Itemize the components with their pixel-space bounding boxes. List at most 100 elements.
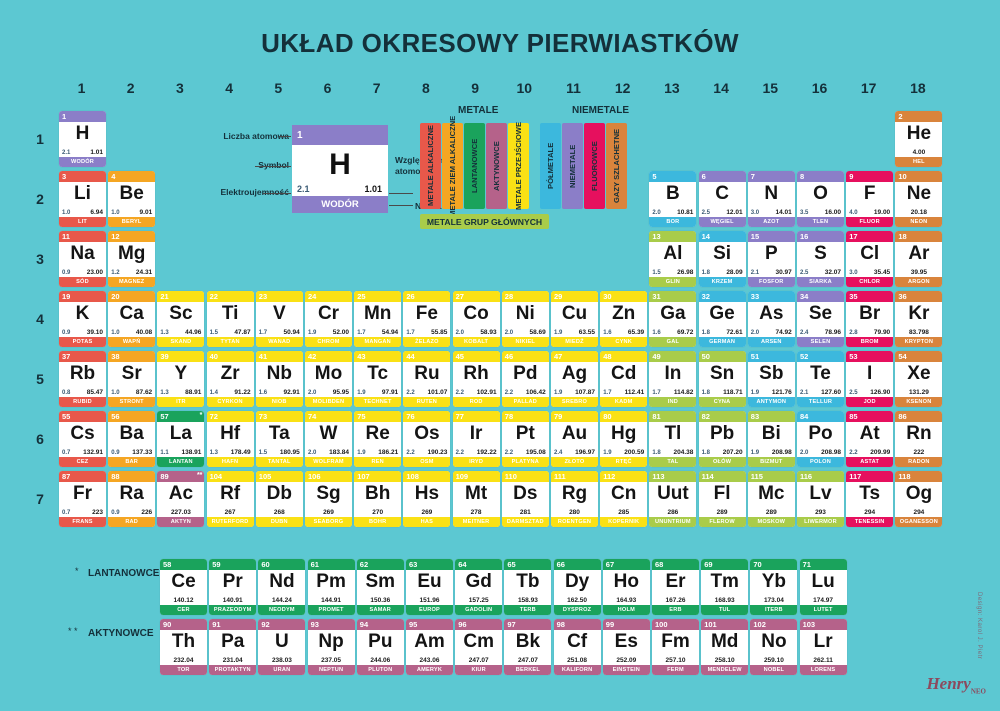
element-cell-fr[interactable]: 87 Fr 0.7 223 FRANS [59, 471, 106, 527]
element-cell-cl[interactable]: 17 Cl 3.0 35.45 CHLOR [846, 231, 894, 287]
element-cell-pt[interactable]: 78 Pt 2.2 195.08 PLATYNA [501, 411, 549, 467]
element-cell-ra[interactable]: 88 Ra 0.9 226 RAD [108, 471, 156, 527]
element-cell-at[interactable]: 85 At 2.2 209.99 ASTAT [846, 411, 894, 467]
element-cell-ds[interactable]: 110 Ds 281 DARMSZTAD [501, 471, 549, 527]
element-cell-cd[interactable]: 48 Cd 1.7 112.41 KADM [600, 351, 648, 407]
element-cell-sm[interactable]: 62 Sm 150.36 SAMAR [356, 559, 404, 615]
element-cell-zr[interactable]: 40 Zr 1.4 91.22 CYRKON [206, 351, 254, 407]
element-cell-no[interactable]: 102 No 259.10 NOBEL [750, 619, 798, 675]
element-cell-rn[interactable]: 86 Rn 222 RADON [895, 411, 943, 467]
element-cell-os[interactable]: 76 Os 2.2 190.23 OSM [403, 411, 451, 467]
element-cell-si[interactable]: 14 Si 1.8 28.09 KRZEM [698, 231, 746, 287]
element-cell-in[interactable]: 49 In 1.7 114.82 IND [649, 351, 697, 407]
element-cell-fe[interactable]: 26 Fe 1.7 55.85 ŻELAZO [403, 291, 451, 347]
element-cell-h[interactable]: 1 H 2.1 1.01 WODÓR [59, 111, 106, 167]
element-cell-re[interactable]: 75 Re 1.9 186.21 REN [354, 411, 402, 467]
element-cell-ta[interactable]: 73 Ta 1.5 180.95 TANTAL [255, 411, 303, 467]
element-cell-hg[interactable]: 80 Hg 1.9 200.59 RTĘĆ [600, 411, 648, 467]
element-cell-rh[interactable]: 45 Rh 2.2 102.91 ROD [452, 351, 500, 407]
element-cell-sn[interactable]: 50 Sn 1.8 118.71 CYNA [698, 351, 746, 407]
element-cell-es[interactable]: 99 Es 252.09 EINSTEIN [602, 619, 650, 675]
element-cell-fl[interactable]: 114 Fl 289 FLEROW [698, 471, 746, 527]
element-cell-ba[interactable]: 56 Ba 0.9 137.33 BAR [108, 411, 156, 467]
element-cell-ca[interactable]: 20 Ca 1.0 40.08 WAPŃ [108, 291, 156, 347]
element-cell-au[interactable]: 79 Au 2.4 196.97 ZŁOTO [551, 411, 598, 467]
element-cell-ho[interactable]: 67 Ho 164.93 HOLM [602, 559, 650, 615]
element-cell-xe[interactable]: 54 Xe 131.29 KSENON [895, 351, 943, 407]
element-cell-hf[interactable]: 72 Hf 1.3 178.49 HAFN [206, 411, 254, 467]
element-cell-dy[interactable]: 66 Dy 162.50 DYSPROZ [553, 559, 601, 615]
element-cell-cr[interactable]: 24 Cr 1.9 52.00 CHROM [305, 291, 352, 347]
element-cell-he[interactable]: 2 He 4.00 HEL [895, 111, 943, 167]
element-cell-te[interactable]: 52 Te 2.1 127.60 TELLUR [797, 351, 844, 407]
element-cell-ne[interactable]: 10 Ne 20.18 NEON [895, 171, 943, 227]
element-cell-pb[interactable]: 82 Pb 1.8 207.20 OŁÓW [698, 411, 746, 467]
element-cell-md[interactable]: 101 Md 258.10 MENDELEW [701, 619, 749, 675]
element-cell-ag[interactable]: 47 Ag 1.9 107.87 SREBRO [551, 351, 598, 407]
element-cell-tb[interactable]: 65 Tb 158.93 TERB [504, 559, 552, 615]
element-cell-sr[interactable]: 38 Sr 1.0 87.62 STRONT [108, 351, 156, 407]
element-cell-eu[interactable]: 63 Eu 151.96 EUROP [406, 559, 453, 615]
element-cell-pr[interactable]: 59 Pr 140.91 PRAZEODYM [209, 559, 257, 615]
element-cell-ni[interactable]: 28 Ni 2.0 58.69 NIKIEL [501, 291, 549, 347]
element-cell-ge[interactable]: 32 Ge 1.8 72.61 GERMAN [698, 291, 746, 347]
element-cell-rg[interactable]: 111 Rg 280 ROENTGEN [551, 471, 598, 527]
element-cell-rf[interactable]: 104 Rf 267 RUTERFORD [206, 471, 254, 527]
element-cell-th[interactable]: 90 Th 232.04 TOR [160, 619, 207, 675]
element-cell-nb[interactable]: 41 Nb 1.6 92.91 NIOB [255, 351, 303, 407]
element-cell-mn[interactable]: 25 Mn 1.7 54.94 MANGAN [354, 291, 402, 347]
element-cell-cs[interactable]: 55 Cs 0.7 132.91 CEZ [59, 411, 106, 467]
element-cell-ce[interactable]: 58 Ce 140.12 CER [160, 559, 207, 615]
element-cell-tm[interactable]: 69 Tm 168.93 TUL [701, 559, 749, 615]
element-cell-b[interactable]: 5 B 2.0 10.81 BOR [649, 171, 697, 227]
element-cell-n[interactable]: 7 N 3.0 14.01 AZOT [747, 171, 795, 227]
element-cell-er[interactable]: 68 Er 167.26 ERB [652, 559, 699, 615]
element-cell-c[interactable]: 6 C 2.5 12.01 WĘGIEL [698, 171, 746, 227]
element-cell-se[interactable]: 34 Se 2.4 78.96 SELEN [797, 291, 844, 347]
element-cell-rb[interactable]: 37 Rb 0.8 85.47 RUBID [59, 351, 106, 407]
element-cell-lu[interactable]: 71 Lu 174.97 LUTET [799, 559, 847, 615]
element-cell-cf[interactable]: 98 Cf 251.08 KALIFORN [553, 619, 601, 675]
element-cell-p[interactable]: 15 P 2.1 30.97 FOSFOR [747, 231, 795, 287]
element-cell-pa[interactable]: 91 Pa 231.04 PROTAKTYN [209, 619, 257, 675]
element-cell-zn[interactable]: 30 Zn 1.6 65.39 CYNK [600, 291, 648, 347]
element-cell-pd[interactable]: 46 Pd 2.2 106.42 PALLAD [501, 351, 549, 407]
element-cell-yb[interactable]: 70 Yb 173.04 ITERB [750, 559, 798, 615]
element-cell-br[interactable]: 35 Br 2.8 79.90 BROM [846, 291, 894, 347]
element-cell-be[interactable]: 4 Be 1.0 9.01 BERYL [108, 171, 156, 227]
element-cell-po[interactable]: 84 Po 2.0 208.98 POLON [797, 411, 844, 467]
element-cell-u[interactable]: 92 U 238.03 URAN [258, 619, 306, 675]
element-cell-lv[interactable]: 116 Lv 293 LIWERMOR [797, 471, 844, 527]
element-cell-og[interactable]: 118 Og 294 OGANESSON [895, 471, 943, 527]
element-cell-s[interactable]: 16 S 2.5 32.07 SIARKA [797, 231, 844, 287]
element-cell-co[interactable]: 27 Co 2.0 58.93 KOBALT [452, 291, 500, 347]
element-cell-mc[interactable]: 115 Mc 289 MOSKOW [747, 471, 795, 527]
element-cell-nd[interactable]: 60 Nd 144.24 NEODYM [258, 559, 306, 615]
element-cell-ac[interactable]: 89 * * Ac 227.03 AKTYN [157, 471, 205, 527]
element-cell-i[interactable]: 53 I 2.5 126.90 JOD [846, 351, 894, 407]
element-cell-ru[interactable]: 44 Ru 2.2 101.07 RUTEN [403, 351, 451, 407]
element-cell-mg[interactable]: 12 Mg 1.2 24.31 MAGNEZ [108, 231, 156, 287]
element-cell-uut[interactable]: 113 Uut 286 UNUNTRIUM [649, 471, 697, 527]
element-cell-kr[interactable]: 36 Kr 83.798 KRYPTON [895, 291, 943, 347]
element-cell-bh[interactable]: 107 Bh 270 BOHR [354, 471, 402, 527]
element-cell-mt[interactable]: 109 Mt 278 MEITNER [452, 471, 500, 527]
element-cell-la[interactable]: 57 * La 1.1 138.91 LANTAN [157, 411, 205, 467]
element-cell-am[interactable]: 95 Am 243.06 AMERYK [406, 619, 453, 675]
element-cell-al[interactable]: 13 Al 1.5 26.98 GLIN [649, 231, 697, 287]
element-cell-hs[interactable]: 108 Hs 269 HAS [403, 471, 451, 527]
element-cell-sg[interactable]: 106 Sg 269 SEABORG [305, 471, 352, 527]
element-cell-fm[interactable]: 100 Fm 257.10 FERM [652, 619, 699, 675]
element-cell-sb[interactable]: 51 Sb 1.9 121.76 ANTYMON [747, 351, 795, 407]
element-cell-tc[interactable]: 43 Tc 1.9 97.91 TECHNET [354, 351, 402, 407]
element-cell-cm[interactable]: 96 Cm 247.07 KIUR [455, 619, 503, 675]
element-cell-ti[interactable]: 22 Ti 1.5 47.87 TYTAN [206, 291, 254, 347]
element-cell-k[interactable]: 19 K 0.9 39.10 POTAS [59, 291, 106, 347]
element-cell-ts[interactable]: 117 Ts 294 TENESSIN [846, 471, 894, 527]
element-cell-np[interactable]: 93 Np 237.05 NEPTUN [307, 619, 355, 675]
element-cell-sc[interactable]: 21 Sc 1.3 44.96 SKAND [157, 291, 205, 347]
element-cell-as[interactable]: 33 As 2.0 74.92 ARSEN [747, 291, 795, 347]
element-cell-pm[interactable]: 61 Pm 144.91 PROMET [307, 559, 355, 615]
element-cell-w[interactable]: 74 W 2.0 183.84 WOLFRAM [305, 411, 352, 467]
element-cell-mo[interactable]: 42 Mo 2.0 95.95 MOLIBDEN [305, 351, 352, 407]
